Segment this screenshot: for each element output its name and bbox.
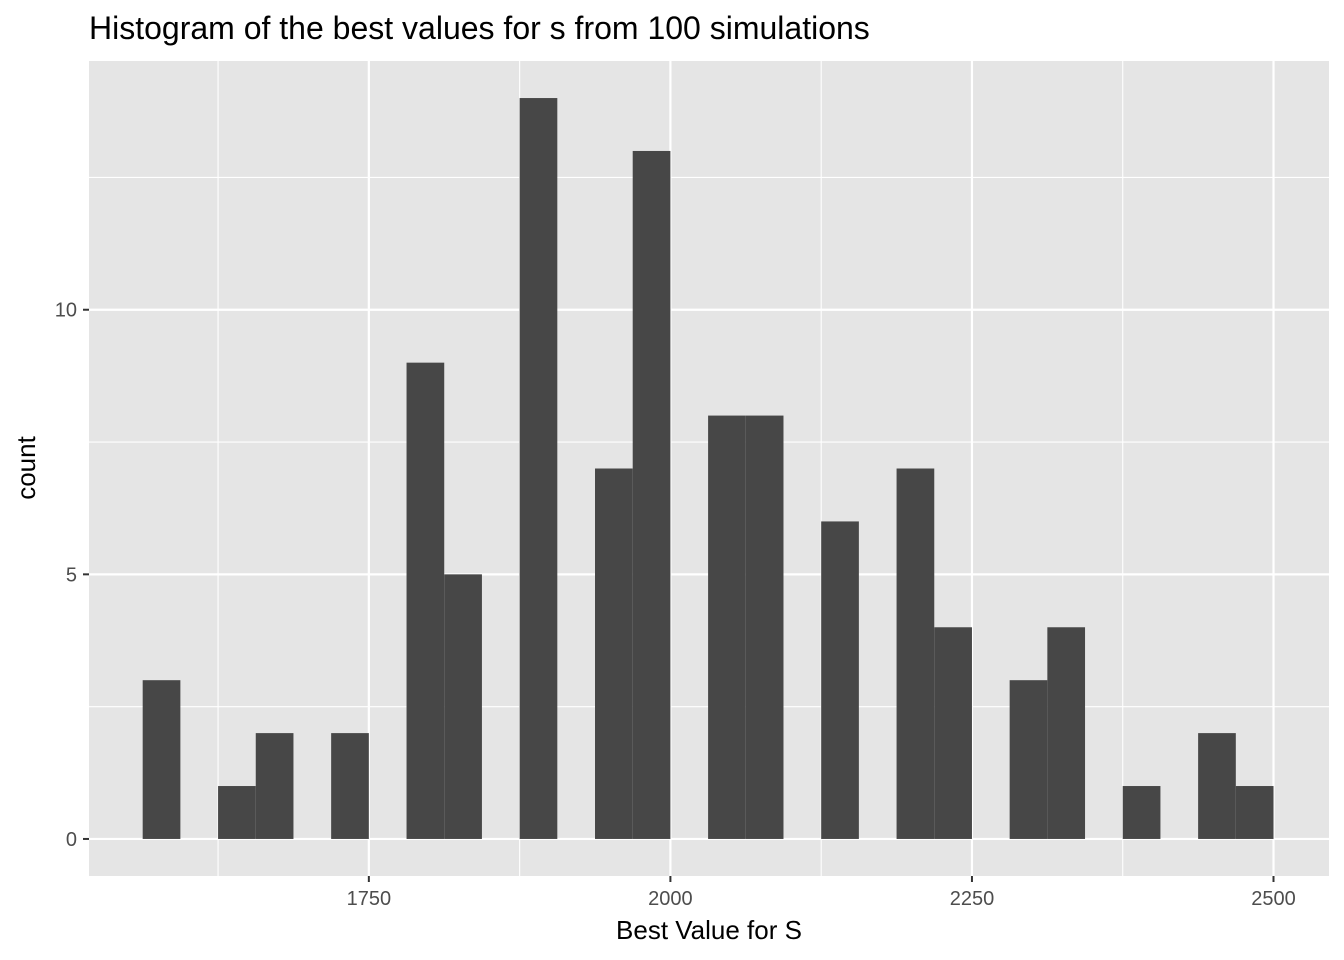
histogram-bar xyxy=(255,733,294,839)
histogram-bar xyxy=(595,468,633,839)
y-tick-label: 10 xyxy=(55,300,77,322)
histogram-bar xyxy=(1009,680,1048,839)
x-tick-label: 2250 xyxy=(950,888,995,910)
histogram-bar xyxy=(218,786,256,839)
histogram-bar xyxy=(708,415,746,839)
histogram-bar xyxy=(331,733,369,839)
y-axis: 0 5 10 xyxy=(55,300,89,851)
histogram-bar xyxy=(519,98,558,839)
histogram-bar xyxy=(1047,627,1086,839)
histogram-bar xyxy=(444,574,482,839)
x-axis-label: Best Value for S xyxy=(616,915,802,945)
y-tick-label: 0 xyxy=(66,829,77,851)
histogram-bar xyxy=(745,415,784,839)
x-axis: 1750 2000 2250 2500 xyxy=(347,876,1296,910)
x-tick-label: 2000 xyxy=(648,888,693,910)
histogram-bars xyxy=(142,98,1274,839)
histogram-bar xyxy=(1122,786,1161,839)
y-tick-label: 5 xyxy=(66,564,77,586)
x-tick-label: 1750 xyxy=(347,888,392,910)
histogram-bar xyxy=(934,627,972,839)
y-axis-label: count xyxy=(11,435,41,499)
histogram-bar xyxy=(1198,733,1236,839)
histogram-bar xyxy=(142,680,181,839)
histogram-bar xyxy=(821,521,859,839)
histogram-bar xyxy=(1235,786,1274,839)
chart-title: Histogram of the best values for s from … xyxy=(89,10,870,46)
histogram-bar xyxy=(632,150,671,839)
x-tick-label: 2500 xyxy=(1251,888,1296,910)
histogram-bar xyxy=(406,362,445,839)
histogram-bar xyxy=(896,468,935,839)
